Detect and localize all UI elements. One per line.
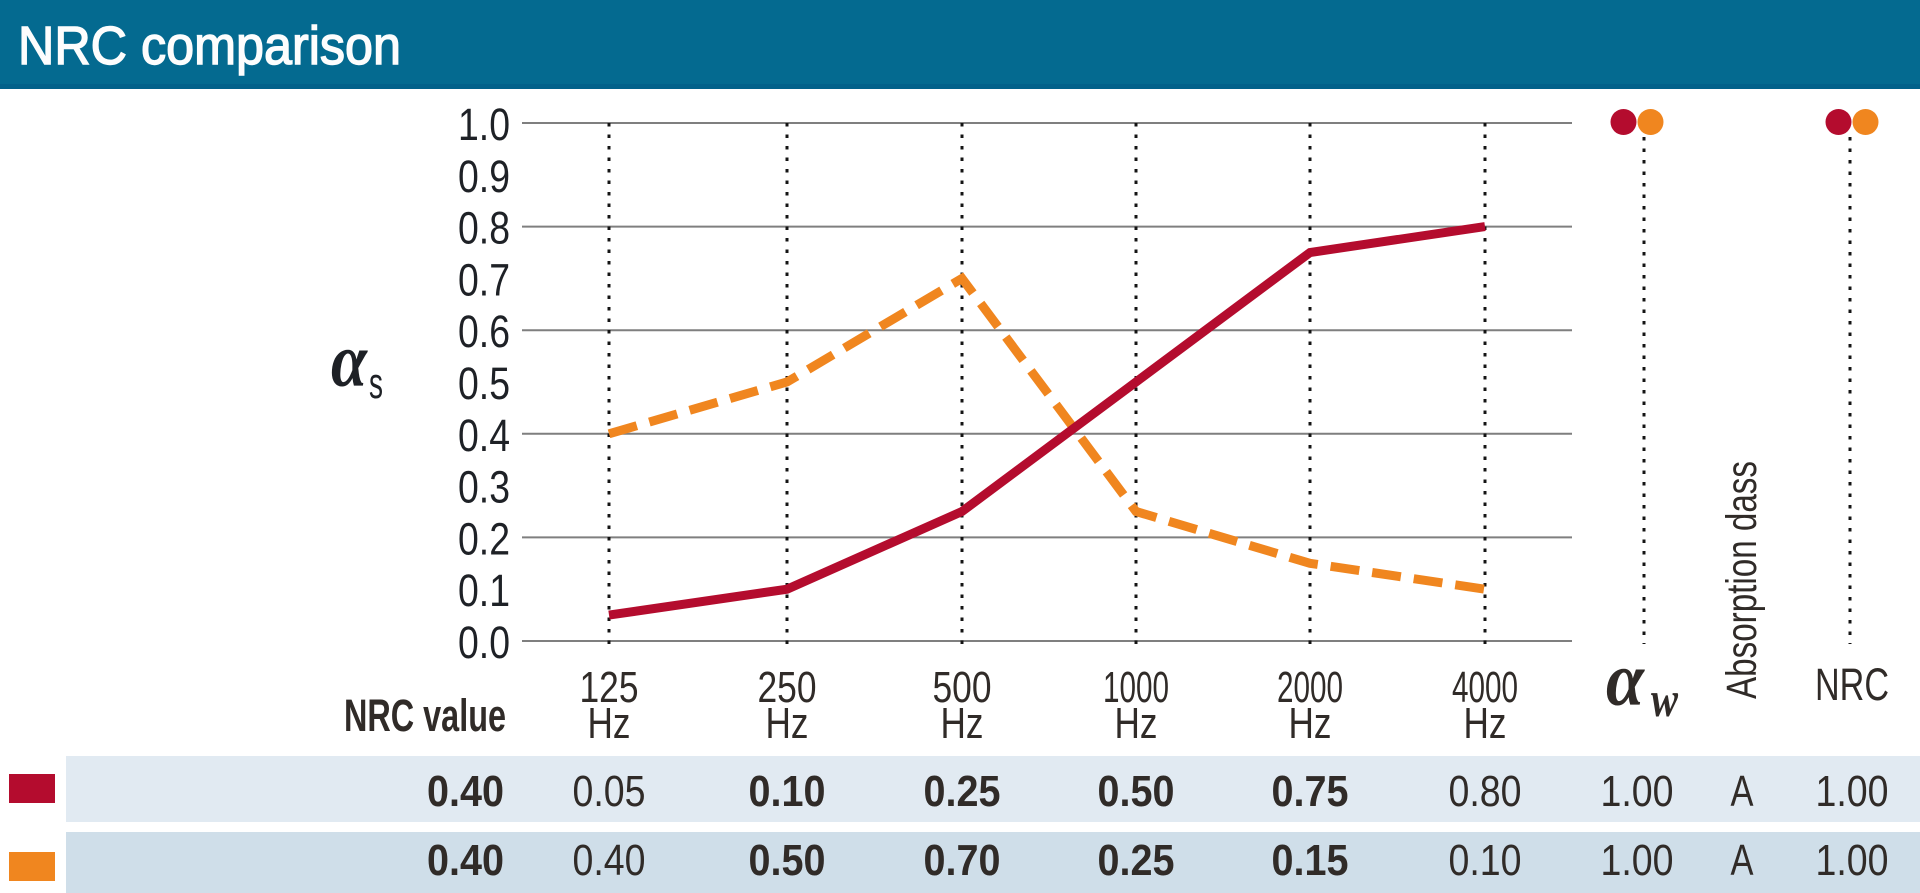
svg-text:1.00: 1.00 <box>1816 836 1889 885</box>
svg-text:0.6: 0.6 <box>458 306 510 357</box>
svg-text:A: A <box>1731 836 1755 885</box>
svg-text:0.2: 0.2 <box>458 513 510 564</box>
svg-text:0.50: 0.50 <box>749 836 826 885</box>
svg-text:Hz: Hz <box>1289 699 1332 748</box>
svg-text:1000: 1000 <box>1103 663 1169 712</box>
svg-text:0.70: 0.70 <box>924 836 1001 885</box>
svg-text:0.25: 0.25 <box>1098 836 1175 885</box>
svg-text:0.3: 0.3 <box>458 462 510 513</box>
svg-text:1.00: 1.00 <box>1601 767 1674 816</box>
svg-text:0.15: 0.15 <box>1272 836 1349 885</box>
svg-text:0.7: 0.7 <box>458 254 510 305</box>
svg-text:0.25: 0.25 <box>924 767 1001 816</box>
svg-text:0.40: 0.40 <box>573 836 646 885</box>
svg-text:0.5: 0.5 <box>458 358 510 409</box>
svg-text:0.75: 0.75 <box>1272 767 1349 816</box>
svg-text:s: s <box>369 359 383 408</box>
svg-text:125: 125 <box>580 663 639 712</box>
svg-text:Hz: Hz <box>1115 699 1158 748</box>
svg-text:0.9: 0.9 <box>458 151 510 202</box>
svg-text:α: α <box>331 319 369 403</box>
svg-text:A: A <box>1731 767 1755 816</box>
svg-text:250: 250 <box>758 663 817 712</box>
svg-text:Absorption dass: Absorption dass <box>1718 461 1766 699</box>
svg-text:0.10: 0.10 <box>749 767 826 816</box>
svg-text:Hz: Hz <box>588 699 631 748</box>
svg-text:0.80: 0.80 <box>1449 767 1522 816</box>
svg-text:0.05: 0.05 <box>573 767 646 816</box>
svg-text:0.8: 0.8 <box>458 203 510 254</box>
svg-text:4000: 4000 <box>1452 663 1518 712</box>
svg-text:0.10: 0.10 <box>1449 836 1522 885</box>
svg-text:1.00: 1.00 <box>1601 836 1674 885</box>
svg-text:w: w <box>1651 671 1679 727</box>
svg-text:1.00: 1.00 <box>1816 767 1889 816</box>
svg-text:Hz: Hz <box>1464 699 1507 748</box>
svg-text:NRC comparison: NRC comparison <box>18 16 401 76</box>
svg-text:NRC: NRC <box>1815 659 1889 710</box>
svg-text:Hz: Hz <box>941 699 984 748</box>
svg-text:NRC value: NRC value <box>344 690 506 741</box>
svg-text:0.0: 0.0 <box>458 617 510 668</box>
svg-text:500: 500 <box>933 663 992 712</box>
svg-text:Hz: Hz <box>766 699 809 748</box>
svg-text:0.40: 0.40 <box>427 836 504 885</box>
svg-text:0.40: 0.40 <box>427 767 504 816</box>
svg-text:0.1: 0.1 <box>458 565 510 616</box>
svg-text:0.4: 0.4 <box>458 410 510 461</box>
svg-text:1.0: 1.0 <box>458 99 510 150</box>
svg-text:0.50: 0.50 <box>1098 767 1175 816</box>
svg-text:α: α <box>1606 638 1646 722</box>
svg-text:2000: 2000 <box>1277 663 1343 712</box>
